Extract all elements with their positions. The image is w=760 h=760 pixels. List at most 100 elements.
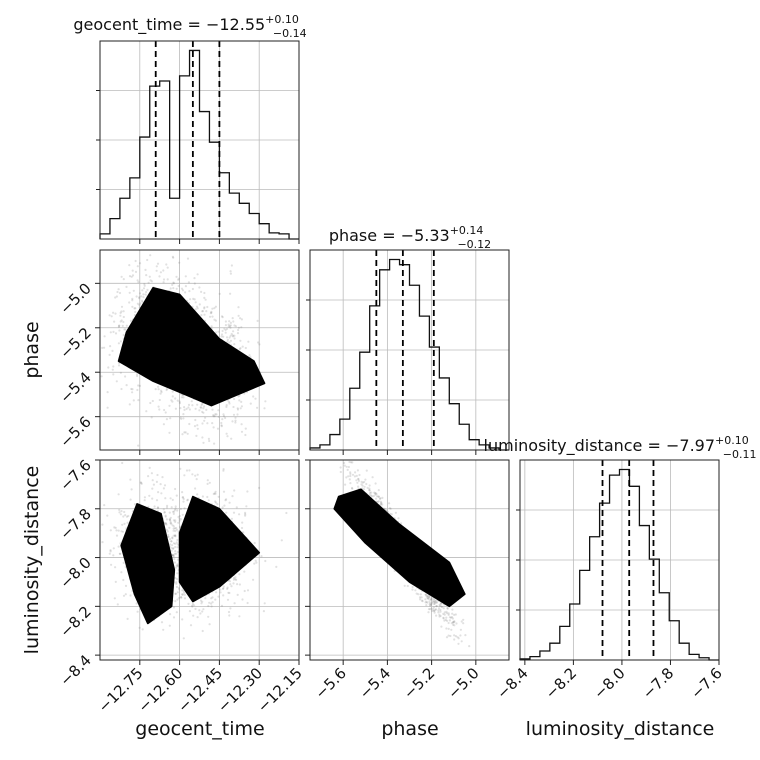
sample-point <box>116 290 119 294</box>
sample-point <box>214 331 218 334</box>
sample-point <box>451 612 454 615</box>
sample-point <box>389 507 392 510</box>
sample-point <box>117 364 121 367</box>
sample-point <box>198 286 201 289</box>
labels-layer: geocent_time phase luminosity_distancephas… <box>21 321 714 740</box>
sample-point <box>100 375 103 378</box>
sample-point <box>117 325 120 328</box>
sample-point <box>431 599 434 602</box>
sample-point <box>414 589 417 592</box>
sample-point <box>193 298 196 301</box>
sample-point <box>357 477 360 480</box>
sample-point <box>417 593 420 596</box>
sample-point <box>166 504 169 507</box>
sample-point <box>209 315 212 318</box>
sample-point <box>165 523 168 526</box>
sample-point <box>374 497 378 500</box>
sample-point <box>377 489 380 492</box>
sample-point <box>109 529 112 532</box>
sample-point <box>222 335 225 338</box>
sample-point <box>453 624 456 627</box>
sample-point <box>253 562 256 565</box>
sample-point <box>127 514 130 518</box>
sample-point <box>434 608 437 611</box>
sample-point <box>178 525 182 528</box>
sample-point <box>172 256 175 259</box>
sample-point <box>241 345 244 348</box>
sample-point <box>143 499 146 502</box>
sample-point <box>138 296 141 299</box>
sample-point <box>240 318 243 321</box>
sample-point <box>201 600 204 603</box>
sample-point <box>161 476 164 479</box>
sample-point <box>187 403 191 406</box>
sample-point <box>224 324 227 327</box>
sample-point <box>137 384 140 387</box>
contour-line <box>360 507 437 581</box>
sample-point <box>202 407 205 410</box>
sample-point <box>366 486 369 489</box>
sample-point <box>201 629 204 633</box>
y-axis-label-phase: phase <box>21 321 43 378</box>
sample-point <box>172 555 175 558</box>
sample-point <box>194 474 197 477</box>
sample-point <box>201 422 204 425</box>
sample-point <box>430 607 433 610</box>
sample-point <box>429 604 432 607</box>
sample-point <box>171 400 174 403</box>
sample-point <box>218 292 221 295</box>
sample-point <box>216 427 220 430</box>
sample-point <box>155 480 158 483</box>
sample-point <box>164 515 167 518</box>
sample-point <box>134 259 137 263</box>
sample-point <box>207 615 210 618</box>
sample-point <box>101 346 104 349</box>
sample-point <box>377 495 380 498</box>
sample-point <box>433 609 436 613</box>
sample-point <box>227 610 231 614</box>
sample-point <box>230 437 233 440</box>
scatter-panel-geocent-distance: −12.75−12.60−12.45−12.30−12.15−8.4−8.2−8… <box>56 456 305 716</box>
sample-point <box>169 287 172 290</box>
sample-point <box>210 325 213 328</box>
sample-point <box>180 596 183 599</box>
sample-point <box>454 613 457 616</box>
sample-point <box>244 433 247 437</box>
sample-point <box>157 491 160 494</box>
sample-point <box>168 518 171 521</box>
sample-point <box>248 354 251 357</box>
sample-point <box>131 297 134 300</box>
scatter-geocent-distance-frame <box>99 459 300 661</box>
sample-point <box>122 315 125 319</box>
title-geocent_time: geocent_time = −12.55+0.10 −0.14 <box>73 13 306 40</box>
sample-point <box>260 555 263 558</box>
sample-point <box>442 617 445 620</box>
sample-point <box>188 469 191 472</box>
sample-point <box>165 528 168 532</box>
sample-point <box>229 324 232 327</box>
sample-point <box>351 473 355 476</box>
sample-point <box>376 495 379 498</box>
sample-point <box>138 384 141 387</box>
x-tick-label: −7.6 <box>687 664 725 702</box>
sample-point <box>157 385 160 388</box>
sample-point <box>188 290 191 293</box>
sample-point <box>240 405 243 408</box>
sample-point <box>168 538 172 541</box>
sample-point <box>454 635 457 638</box>
sample-point <box>232 405 235 409</box>
sample-point <box>203 419 206 422</box>
sample-point <box>453 634 456 637</box>
sample-point <box>355 479 358 482</box>
sample-point <box>388 507 391 510</box>
sample-point <box>111 349 114 352</box>
sample-point <box>108 552 111 555</box>
sample-point <box>222 587 225 590</box>
sample-point <box>115 534 119 537</box>
contour-line <box>186 338 213 380</box>
sample-point <box>204 298 207 301</box>
sample-point <box>168 511 171 514</box>
sample-point <box>439 614 442 618</box>
sample-point <box>129 594 132 597</box>
sample-point <box>446 612 449 615</box>
